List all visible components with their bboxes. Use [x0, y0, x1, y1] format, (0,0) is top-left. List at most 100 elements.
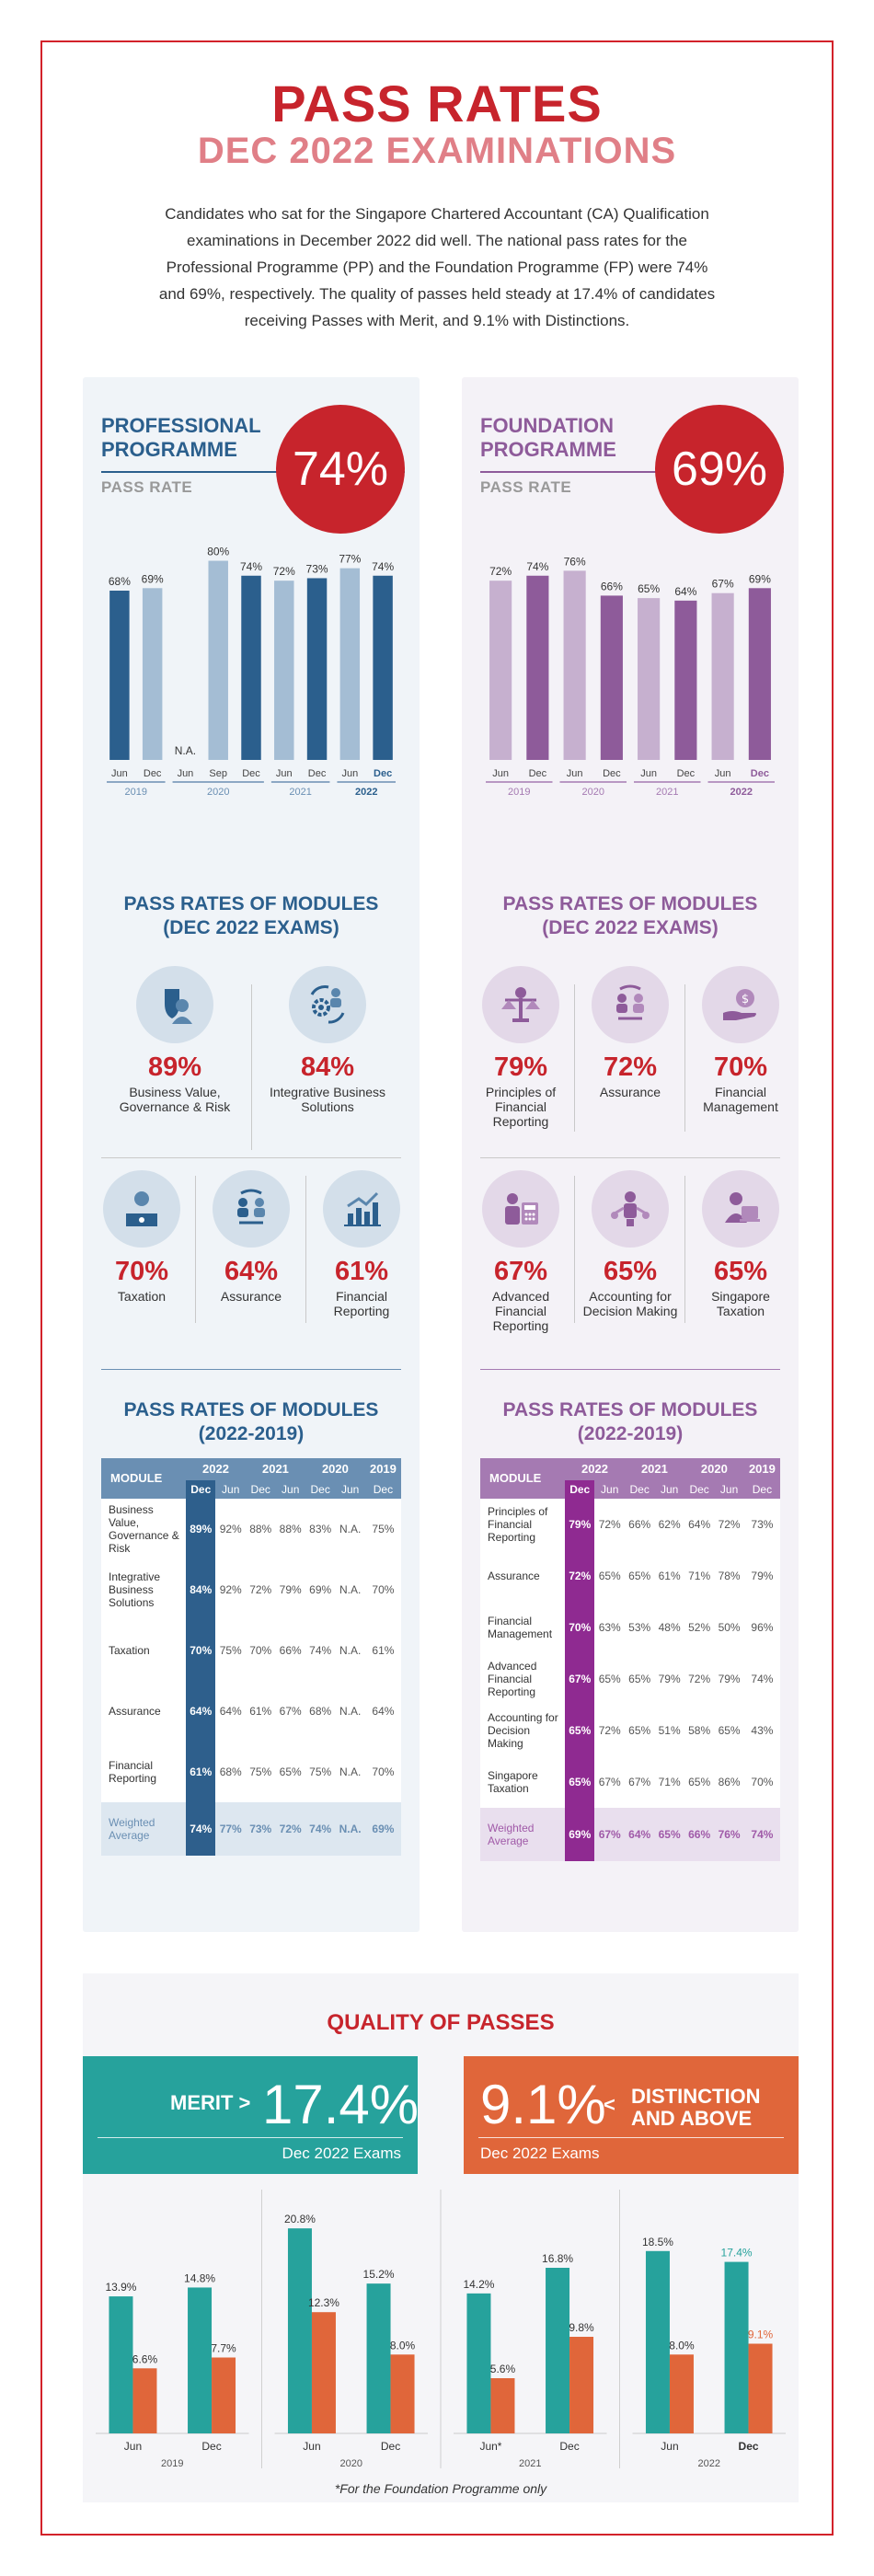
table-header-session: Dec	[565, 1480, 595, 1499]
table-cell-module: Assurance	[101, 1681, 186, 1742]
bar	[109, 591, 130, 760]
bar-value-label: 73%	[306, 562, 328, 575]
year-label: 2022	[355, 787, 377, 798]
table-cell: 72%	[714, 1499, 744, 1550]
pass-rate-bar-chart: 68% Jun 69% Dec N.A. Jun 80% Sep 74% Dec 72% Jun 73%…	[107, 546, 396, 798]
table-cell: 67%	[624, 1756, 655, 1808]
modules-title: PASS RATES OF MODULES (DEC 2022 EXAMS)	[83, 892, 420, 940]
module-name: Advanced Financial Reporting	[491, 1289, 550, 1333]
table-cell: 79%	[714, 1653, 744, 1705]
module-name: Financial Management	[703, 1085, 778, 1114]
distinction-label-line2: AND ABOVE	[631, 2107, 753, 2130]
money-hand-icon: $	[702, 966, 779, 1043]
table-row: Assurance 64% 64% 61% 67% 68% N.A. 64%	[101, 1681, 401, 1742]
distinction-label: DISTINCTION AND ABOVE	[631, 2086, 761, 2130]
table-row: Assurance 72% 65% 65% 61% 71% 78% 79%	[480, 1550, 780, 1602]
x-tick-label: Dec	[308, 768, 327, 779]
table-cell: 51%	[654, 1705, 684, 1756]
x-tick-label: Dec	[242, 768, 260, 779]
footnote: *For the Foundation Programme only	[334, 2481, 547, 2496]
x-tick-label: Sep	[209, 768, 227, 779]
x-tick-label: Jun	[124, 2440, 142, 2453]
distinction-value: 9.1%	[480, 2074, 606, 2135]
module-pass-rate: 70%	[114, 1257, 169, 1286]
module-card: 61% Financial Reporting	[313, 1170, 410, 1318]
table-cell: 71%	[684, 1550, 715, 1602]
bar-value-label: 74%	[240, 560, 262, 573]
year-label: 2020	[207, 787, 229, 798]
table-row: Singapore Taxation 65% 67% 67% 71% 65% 8…	[480, 1756, 780, 1808]
table-header-year: 2020	[305, 1458, 365, 1480]
module-table-title-line1: PASS RATES OF MODULES	[502, 1399, 758, 1420]
x-tick-label: Dec	[603, 768, 621, 779]
svg-text:$: $	[742, 993, 749, 1006]
programme-name-line1: FOUNDATION	[480, 414, 615, 437]
year-label: 2021	[519, 2458, 541, 2469]
table-header-session: Dec	[743, 1480, 780, 1499]
module-pass-rate: 72%	[603, 1052, 658, 1082]
bar-value-label: 66%	[601, 580, 623, 592]
bar-value-label: 5.6%	[490, 2363, 516, 2375]
bar	[208, 560, 228, 760]
bar	[489, 581, 512, 760]
module-card: 65% Singapore Taxation	[692, 1170, 789, 1318]
x-tick-label: Dec	[201, 2440, 221, 2453]
table-header-module: MODULE	[101, 1458, 186, 1499]
table-cell: 79%	[565, 1499, 595, 1550]
bar	[188, 2287, 213, 2433]
module-table-title: PASS RATES OF MODULES (2022-2019)	[83, 1398, 420, 1446]
module-name: Business Value, Governance & Risk	[119, 1085, 231, 1114]
bar-value-label: 80%	[207, 546, 229, 558]
bar-value-label: N.A.	[175, 744, 196, 757]
grid-divider	[684, 1176, 685, 1323]
module-pass-rate: 65%	[713, 1257, 768, 1286]
bar-value-label: 17.4%	[721, 2247, 753, 2260]
x-tick-label: Jun	[178, 768, 194, 779]
year-label: 2022	[698, 2458, 720, 2469]
table-cell: 48%	[654, 1602, 684, 1653]
year-label: 2021	[289, 787, 311, 798]
assurance-icon	[592, 966, 669, 1043]
table-cell: 70%	[743, 1756, 780, 1808]
table-header-year: 2019	[364, 1458, 401, 1480]
assurance-icon	[213, 1170, 290, 1248]
bar-value-label: 72%	[273, 565, 295, 578]
module-name: Singapore Taxation	[711, 1289, 770, 1318]
modules-title-line2: (DEC 2022 EXAMS)	[163, 917, 339, 938]
table-header-row: MODULE 2022 2021 2020 2019	[101, 1458, 401, 1499]
bar-value-label: 74%	[372, 560, 394, 573]
module-pass-rate: 65%	[603, 1257, 658, 1286]
bar-value-label: 9.1%	[748, 2329, 774, 2341]
table-cell: 67%	[594, 1808, 625, 1861]
bar	[638, 598, 661, 760]
table-header-session: Dec	[186, 1480, 216, 1499]
bar	[311, 2312, 336, 2433]
year-label: 2019	[161, 2458, 183, 2469]
table-cell-module: Principles of Financial Reporting	[480, 1499, 565, 1550]
decision-making-icon	[592, 1170, 669, 1248]
table-cell: 65%	[624, 1705, 655, 1756]
bar	[274, 581, 294, 760]
table-cell: 67%	[565, 1653, 595, 1705]
table-cell: 69%	[364, 1802, 401, 1856]
table-cell: 84%	[186, 1559, 216, 1620]
pass-rate-label: PASS RATE	[101, 478, 193, 496]
overall-pass-rate-badge: 74%	[276, 405, 405, 534]
table-cell: 92%	[215, 1559, 246, 1620]
table-cell: 53%	[624, 1602, 655, 1653]
bar	[569, 2337, 594, 2433]
table-cell: 70%	[565, 1602, 595, 1653]
table-cell: 73%	[245, 1802, 276, 1856]
professional-programme-panel: PROFESSIONAL PROGRAMME PASS RATE 74% 68%…	[83, 377, 420, 1932]
table-cell: 43%	[743, 1705, 780, 1756]
module-pass-rate: 61%	[334, 1257, 389, 1286]
table-cell: 74%	[186, 1802, 216, 1856]
module-name: Integrative Business Solutions	[269, 1085, 386, 1114]
table-cell: 64%	[186, 1681, 216, 1742]
page-title: PASS RATES	[271, 75, 603, 132]
table-cell: 74%	[743, 1653, 780, 1705]
table-cell: 88%	[275, 1499, 305, 1559]
module-name: Financial Reporting	[333, 1289, 390, 1318]
programme-name: FOUNDATION PROGRAMME	[480, 414, 616, 462]
x-tick-label: Jun	[715, 768, 731, 779]
